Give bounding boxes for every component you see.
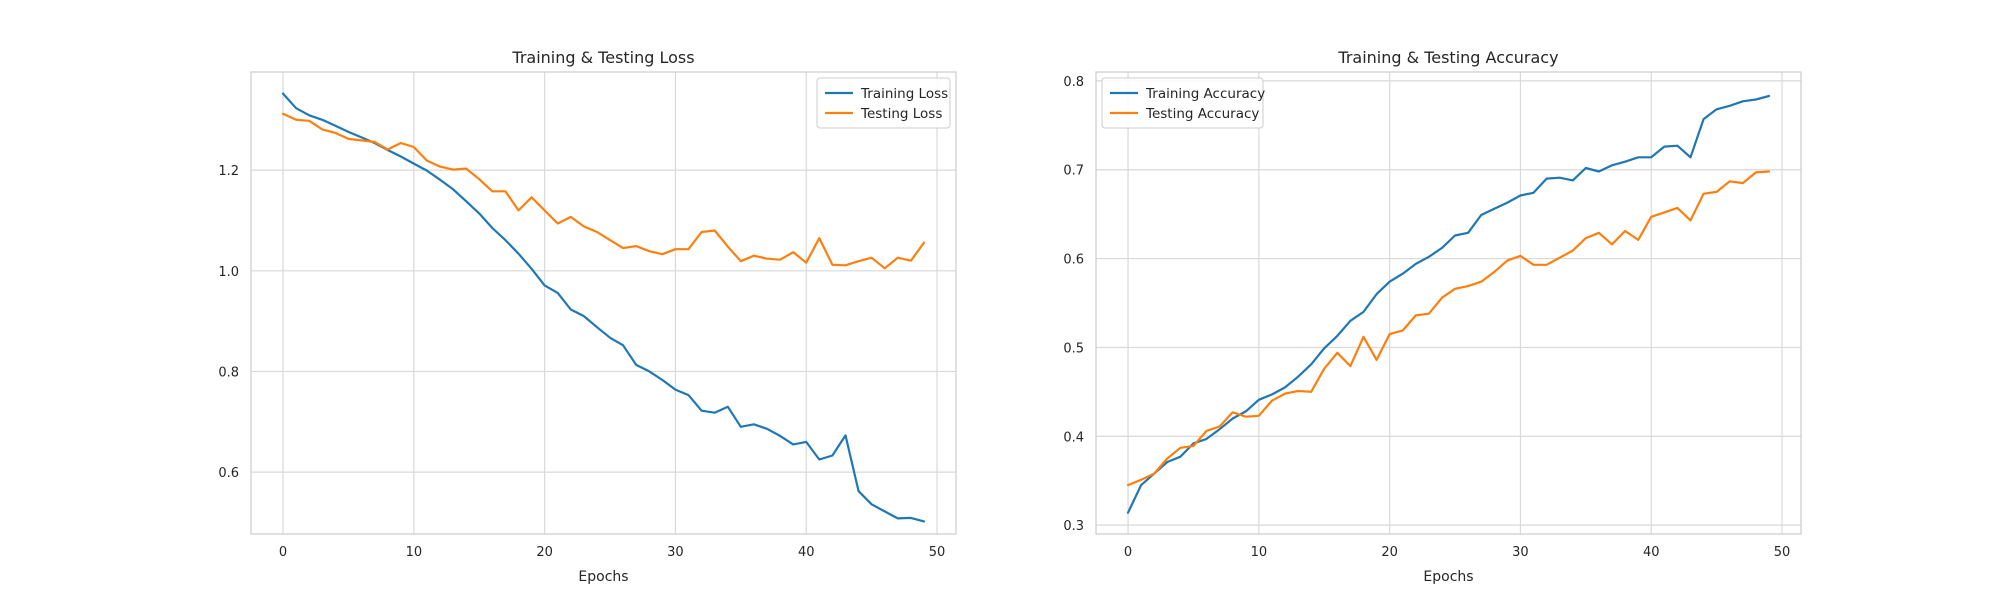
x-tick-label: 40 <box>1643 545 1660 560</box>
y-tick-label: 0.7 <box>1063 164 1084 179</box>
accuracy-chart: 0 10 20 30 40 50 0.3 0.4 0.5 0.6 0.7 0.8 Training & … <box>1063 48 1801 585</box>
y-tick-label: 0.6 <box>218 466 239 481</box>
series-line-training-accuracy <box>1128 96 1769 513</box>
legend: Training Loss Testing Loss <box>817 78 950 128</box>
series-line-training-loss <box>283 94 924 522</box>
y-tick-label: 0.5 <box>1063 341 1084 356</box>
y-tick-label: 0.6 <box>1063 253 1084 268</box>
x-tick-label: 30 <box>1512 545 1529 560</box>
x-axis-label: Epochs <box>578 569 628 585</box>
legend: Training Accuracy Testing Accuracy <box>1102 78 1265 128</box>
x-tick-label: 10 <box>406 545 423 560</box>
legend-label: Testing Loss <box>860 106 942 122</box>
x-tick-label: 20 <box>536 545 553 560</box>
x-tick-label: 40 <box>798 545 815 560</box>
x-tick-label: 30 <box>667 545 684 560</box>
plot-frame <box>251 72 956 534</box>
x-tick-label: 0 <box>279 545 287 560</box>
y-tick-label: 0.8 <box>1063 75 1084 90</box>
legend-label: Training Loss <box>860 86 948 102</box>
loss-chart: 0 10 20 30 40 50 0.6 0.8 1.0 1.2 Training & Testin… <box>218 48 956 585</box>
series-line-testing-accuracy <box>1128 172 1769 486</box>
y-tick-label: 0.4 <box>1063 430 1084 445</box>
legend-label: Training Accuracy <box>1145 86 1265 102</box>
legend-label: Testing Accuracy <box>1145 106 1259 122</box>
series-line-testing-loss <box>283 114 924 268</box>
x-tick-label: 50 <box>929 545 946 560</box>
x-tick-label: 50 <box>1774 545 1791 560</box>
y-tick-label: 0.3 <box>1063 519 1084 534</box>
x-tick-label: 20 <box>1381 545 1398 560</box>
x-axis-label: Epochs <box>1423 569 1473 585</box>
y-tick-label: 0.8 <box>218 365 239 380</box>
chart-title: Training & Testing Accuracy <box>1337 48 1558 67</box>
x-tick-label: 10 <box>1251 545 1268 560</box>
y-tick-label: 1.0 <box>218 265 239 280</box>
y-tick-label: 1.2 <box>218 164 239 179</box>
chart-title: Training & Testing Loss <box>511 48 694 67</box>
x-tick-label: 0 <box>1124 545 1132 560</box>
